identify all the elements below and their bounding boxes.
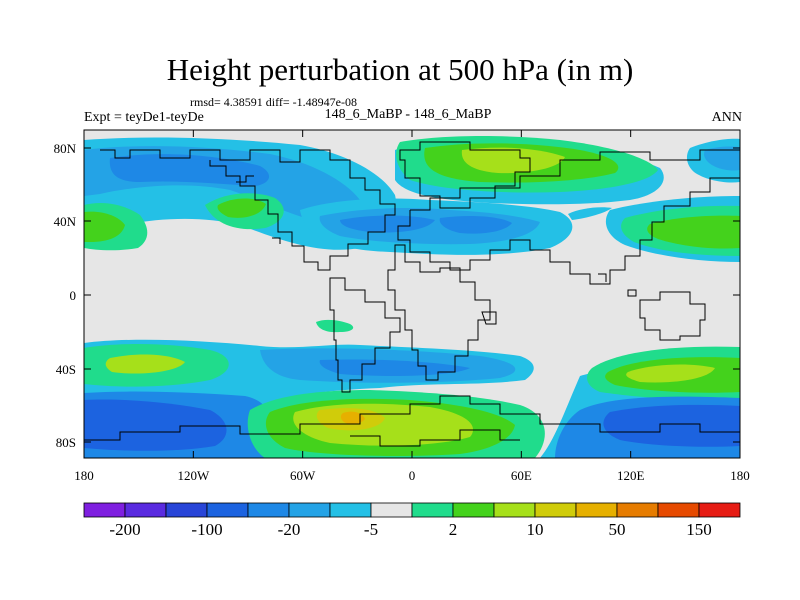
y-tick-label: 0 [70,288,77,303]
arctic-lime [461,147,565,174]
ne-brightgreen [647,215,740,249]
colorbar-swatch [124,502,167,518]
x-tick-label: 60W [290,468,316,483]
se-lime [626,364,715,383]
coast-australia [639,291,706,341]
n40-brightgreen-mid [217,198,266,218]
coast-antarctica [84,395,740,447]
colorbar-label: -200 [109,520,140,539]
colorbar-swatch [411,502,454,518]
season-label: ANN [711,110,742,125]
case-label: 148_6_MaBP - 148_6_MaBP [324,107,492,122]
x-tick-label: 180 [74,468,94,483]
colorbar-label: 2 [449,520,458,539]
colorbar-swatch [329,502,372,518]
x-tick-label: 60E [511,468,532,483]
colorbar-label: -100 [191,520,222,539]
colorbar-swatch [493,502,536,518]
x-tick-label: 180 [730,468,750,483]
atlantic-blue-flecks [568,207,612,220]
north-midblue-west [109,154,270,186]
axis-ticks: 180 120W 60W 0 60E 120E 180 80N 40N 0 40S 80S [54,130,750,483]
colorbar-swatch [575,502,618,518]
lat40s-core-midblue [319,359,470,376]
experiment-label: Expt = teyDe1-teyDe [84,110,204,125]
y-tick-label: 80S [56,435,76,450]
colorbar-swatch [534,502,577,518]
y-tick-label: 40S [56,362,76,377]
pacific-green-speck [316,319,354,333]
coast-africa [387,244,491,381]
x-tick-label: 120W [177,468,210,483]
coast-north-america [100,149,396,271]
se-deepblue-core [603,404,740,447]
stats-text: rmsd= 4.38591 diff= -1.48947e-08 [190,95,357,109]
ne-blue [704,146,740,171]
n40-brightgreen-west [84,211,125,242]
coast-islands [236,175,637,325]
coast-south-america [329,277,401,393]
y-tick-label: 40N [54,214,77,229]
colorbar-swatch [452,502,495,518]
sw-lime-core [105,354,185,374]
colorbar-swatch [165,502,208,518]
colorbar-label: 10 [527,520,544,539]
colorbar-label: -5 [364,520,378,539]
central-midblue-core [340,215,435,233]
x-tick-label: 0 [409,468,416,483]
x-tick-label: 120E [617,468,645,483]
colorbar-swatch [206,502,249,518]
coast-eurasia [397,149,740,285]
colorbar-swatch [616,502,659,518]
colorbar-swatch [288,502,331,518]
map-title: Height perturbation at 500 hPa (in m) [166,52,634,87]
central-midblue-east [439,215,512,234]
coastlines [84,141,740,447]
colorbar-swatch [370,502,413,518]
y-tick-label: 80N [54,141,77,156]
colorbar-swatch [247,502,290,518]
colorbar-label: -20 [278,520,301,539]
coast-greenland [399,141,531,209]
colorbar-label: 50 [609,520,626,539]
colorbar-swatch [83,502,126,518]
colorbar-swatch [698,502,741,518]
colorbar-swatch [657,502,700,518]
antarctic-orange [340,411,365,425]
contour-field [84,130,740,458]
colorbar: -200 -100 -20 -5 2 10 50 150 [83,502,741,539]
colorbar-label: 150 [686,520,712,539]
